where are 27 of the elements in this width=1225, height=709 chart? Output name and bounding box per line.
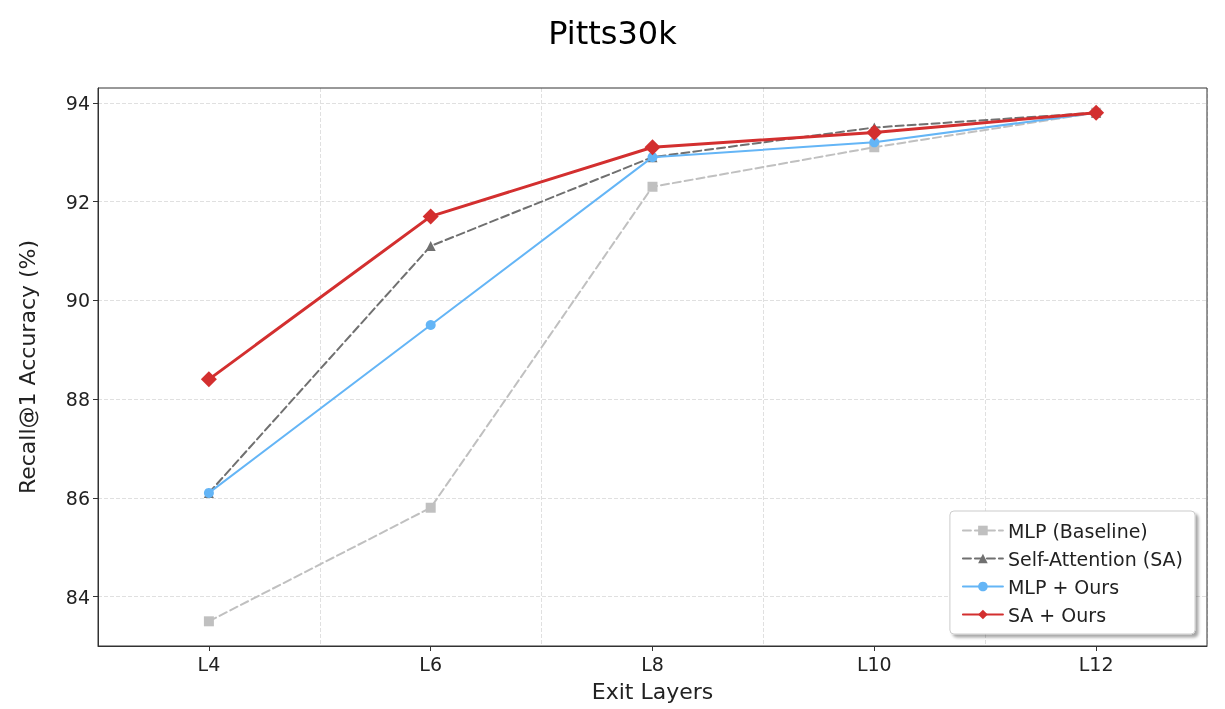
x-axis-title: Exit Layers bbox=[591, 678, 714, 704]
y-axis-title: Recall@1 Accuracy (%) bbox=[14, 239, 40, 495]
y-tick-label: 86 bbox=[65, 486, 90, 509]
point bbox=[200, 371, 217, 388]
point bbox=[647, 181, 658, 192]
x-tick-label: L8 bbox=[641, 652, 664, 675]
legend-label: SA + Ours bbox=[1007, 603, 1107, 626]
y-tick-label: 94 bbox=[65, 91, 90, 114]
point bbox=[425, 320, 436, 331]
point bbox=[422, 208, 439, 225]
point bbox=[425, 502, 436, 513]
point bbox=[644, 139, 661, 156]
point bbox=[866, 124, 883, 141]
y-tick-label: 88 bbox=[65, 388, 90, 411]
point bbox=[425, 241, 436, 252]
x-tick-label: L4 bbox=[197, 652, 221, 675]
chart-title: Pitts30k bbox=[548, 14, 678, 52]
y-tick-label: 84 bbox=[65, 585, 90, 608]
x-tick-label: L12 bbox=[1078, 652, 1114, 675]
x-tick-label: L6 bbox=[419, 652, 443, 675]
point bbox=[203, 616, 214, 627]
x-tick-label: L10 bbox=[856, 652, 892, 675]
y-tick-label: 90 bbox=[65, 289, 90, 312]
legend-label: Self-Attention (SA) bbox=[1007, 547, 1184, 570]
legend-label: MLP (Baseline) bbox=[1007, 519, 1148, 542]
y-tick-label: 92 bbox=[65, 190, 90, 213]
legend-label: MLP + Ours bbox=[1007, 575, 1120, 598]
